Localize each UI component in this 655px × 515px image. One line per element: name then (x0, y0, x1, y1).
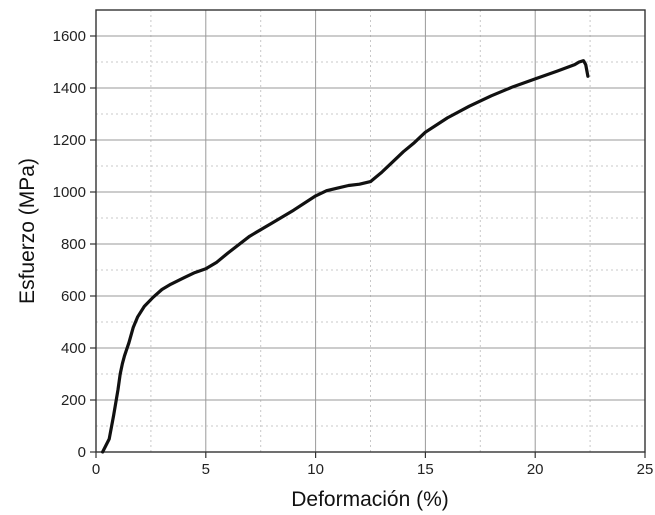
y-tick-label: 400 (61, 340, 86, 357)
x-tick-label: 25 (637, 461, 654, 478)
x-tick-label: 15 (417, 461, 434, 478)
y-tick-label: 1000 (53, 184, 86, 201)
axis-ticks (90, 35, 646, 458)
series-line (100, 59, 590, 454)
gridlines (96, 10, 645, 452)
y-tick-label: 0 (78, 444, 86, 461)
y-tick-label: 1400 (53, 80, 86, 97)
series-layer (100, 59, 590, 454)
x-tick-label: 20 (527, 461, 544, 478)
x-tick-label: 5 (202, 461, 210, 478)
y-tick-label: 600 (61, 288, 86, 305)
y-tick-label: 800 (61, 236, 86, 253)
y-tick-label: 1600 (53, 28, 86, 45)
x-tick-label: 10 (307, 461, 324, 478)
y-tick-label: 200 (61, 392, 86, 409)
x-tick-label: 0 (92, 461, 100, 478)
y-tick-labels: 0 200 400 600 800 1000 1200 1400 1600 (53, 28, 86, 461)
plot-frame (95, 9, 646, 453)
x-tick-labels: 0 5 10 15 20 25 (92, 461, 654, 478)
y-tick-label: 1200 (53, 132, 86, 149)
y-axis-title: Esfuerzo (MPa) (16, 158, 39, 304)
x-axis-title: Deformación (%) (291, 488, 449, 511)
